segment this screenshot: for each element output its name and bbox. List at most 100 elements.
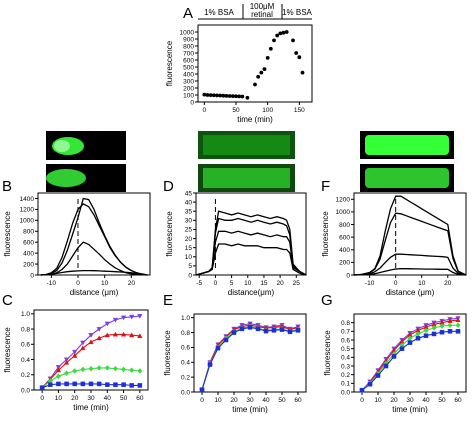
data-point-green [423, 327, 429, 334]
data-point-blue [455, 329, 461, 334]
y-tick-label: 40 [185, 199, 193, 206]
chart-panel-c: 0 10 20 30 40 50 60 0.0 0.2 0.4 0.6 0.8 1.0 time (min… [3, 309, 149, 412]
series-line-red [201, 324, 299, 390]
data-point-blue [48, 382, 53, 387]
y-tick-label: 0.4 [341, 355, 350, 362]
series-line-trace-2 [353, 212, 467, 276]
data-point [224, 93, 229, 98]
data-point-purple [137, 314, 143, 319]
data-point-blue [439, 329, 445, 335]
data-point-green [80, 366, 86, 373]
x-axis-label: time (min) [237, 115, 273, 124]
data-point-blue [359, 387, 365, 393]
y-tick-label: 0.4 [21, 357, 30, 364]
x-tick-label: 15 [260, 280, 268, 287]
series-line-trace-4 [353, 268, 467, 276]
y-tick-label: 1200 [20, 207, 35, 214]
x-axis-label: time (min) [73, 403, 109, 412]
data-point [208, 93, 213, 98]
panel-letter-f: F [321, 178, 330, 195]
x-tick-label: -10 [47, 280, 57, 287]
x-tick-label: 5 [230, 280, 234, 287]
chart-panel-a: 0 50 100 1500100200300400500600700800900100… [165, 24, 313, 124]
y-tick-label: 0.5 [341, 346, 350, 353]
y-tick-label: 30 [185, 218, 193, 225]
x-tick-label: 10 [101, 280, 109, 287]
y-axis-label: fluorescence [165, 211, 174, 257]
y-tick-label: 0.2 [341, 372, 350, 379]
treatment-label-retinal: retinal [251, 10, 273, 19]
y-tick-label: 1000 [180, 29, 195, 36]
y-axis-label: fluorescence [3, 327, 12, 373]
data-point-blue [199, 387, 205, 393]
treatment-label-bsa-1: 1% BSA [204, 8, 234, 17]
y-tick-label: 200 [23, 261, 34, 268]
y-tick-label: 0.0 [21, 387, 30, 394]
y-tick-label: 0.0 [341, 389, 350, 396]
data-point [237, 94, 242, 99]
x-tick-label: 30 [246, 397, 254, 404]
data-point [259, 70, 264, 75]
y-tick-label: 1.0 [21, 311, 30, 318]
data-point-green [431, 325, 437, 331]
x-tick-label: 50 [232, 107, 240, 114]
y-tick-label: 0.8 [181, 330, 190, 337]
x-tick-label: 40 [104, 395, 112, 402]
data-point-purple [72, 349, 78, 355]
data-point-blue [129, 383, 134, 388]
y-tick-label: 600 [339, 234, 350, 241]
y-tick-label: 200 [183, 85, 194, 92]
x-axis-label: distance (μm) [386, 288, 435, 297]
plot-frame-a [197, 24, 313, 103]
data-point-red [112, 331, 119, 337]
x-tick-label: 0 [40, 395, 44, 402]
series-line-trace-3 [353, 253, 467, 276]
data-point-red [96, 335, 102, 341]
x-tick-label: 10 [55, 395, 63, 402]
y-tick-label: 800 [23, 229, 34, 236]
data-point-blue [367, 381, 373, 387]
x-tick-label: 0 [394, 280, 398, 287]
data-point-green [104, 365, 110, 371]
data-point-red [455, 317, 461, 323]
data-point [294, 51, 299, 55]
x-tick-label: 30 [406, 397, 414, 404]
x-tick-label: 30 [87, 395, 95, 402]
y-tick-label: 600 [23, 240, 34, 247]
data-point [218, 93, 223, 98]
x-tick-label: 20 [128, 280, 136, 287]
y-tick-label: 0.4 [181, 360, 190, 367]
series-line-blue [201, 326, 299, 390]
data-point [211, 93, 216, 98]
data-point [297, 55, 302, 60]
data-point-blue [88, 381, 94, 387]
x-tick-label: 10 [418, 280, 426, 287]
y-tick-label: 600 [183, 57, 194, 64]
data-point-green [455, 322, 461, 329]
x-tick-label: 40 [422, 397, 430, 404]
data-point-red [104, 332, 110, 338]
x-tick-label: -5 [196, 280, 202, 287]
data-point [221, 93, 226, 98]
data-point-blue [287, 329, 293, 335]
data-point-blue [247, 325, 253, 330]
panel-letter-b: B [2, 178, 12, 195]
x-axis-label: distance (μm) [70, 288, 119, 297]
y-tick-label: 15 [185, 245, 193, 252]
plot-frame-b [37, 192, 151, 276]
chart-panel-g: 0 10 20 30 40 50 60 0.00.1 0.2 0.30.4 0.5 0.60.7 0.8… [323, 313, 467, 414]
data-point-green [439, 323, 445, 329]
data-point-blue [399, 346, 405, 351]
micrograph-f-top [360, 131, 454, 159]
data-point [262, 67, 267, 71]
x-tick-label: 150 [294, 107, 305, 114]
y-tick-label: 700 [183, 50, 194, 57]
data-point-blue [72, 381, 77, 387]
data-point-blue [391, 354, 397, 359]
y-tick-label: 0.2 [21, 372, 30, 379]
y-tick-label: 100 [183, 92, 194, 99]
y-tick-label: 5 [188, 263, 192, 270]
panel-letter-a: A [183, 5, 193, 22]
series-line-trace-3 [40, 203, 148, 276]
